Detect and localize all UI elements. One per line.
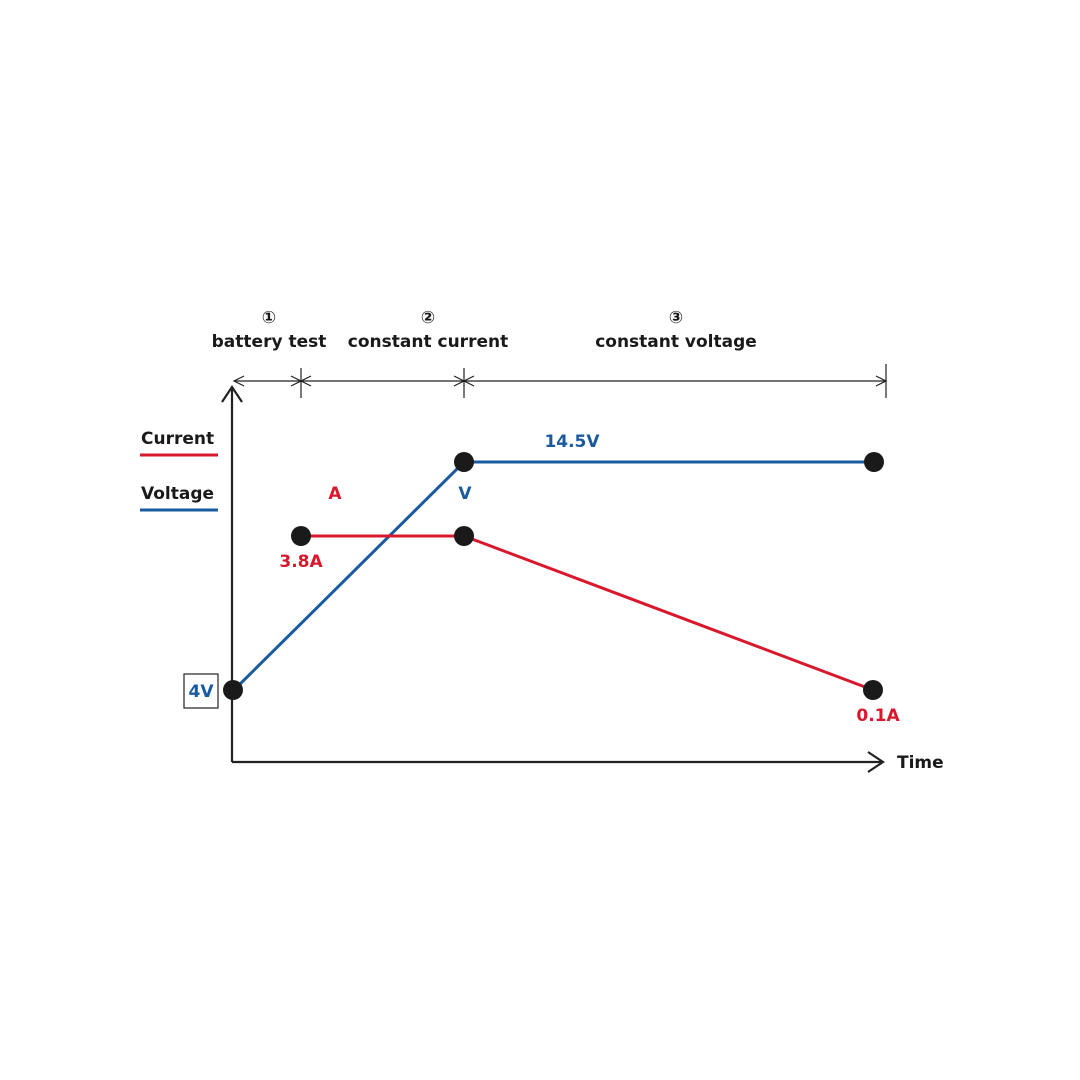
legend-label: Current <box>141 429 214 449</box>
annotation: 4V <box>189 682 215 702</box>
point <box>454 452 474 472</box>
annotation: V <box>458 484 472 504</box>
point <box>454 526 474 546</box>
point <box>223 680 243 700</box>
point <box>863 680 883 700</box>
annotation: 0.1A <box>856 706 900 726</box>
annotation: 14.5V <box>544 432 600 452</box>
points <box>223 452 884 700</box>
stage-label: constant voltage <box>595 332 757 352</box>
stage-number: ① <box>262 308 276 328</box>
point <box>291 526 311 546</box>
point <box>864 452 884 472</box>
stage-number: ③ <box>669 308 683 328</box>
legend-label: Voltage <box>141 484 214 504</box>
stage-number: ② <box>421 308 435 328</box>
label-box <box>183 673 219 709</box>
stage-label: battery test <box>212 332 327 352</box>
stage-dimension <box>232 364 888 398</box>
stage-label: constant current <box>348 332 508 352</box>
x-axis-label: Time <box>897 753 944 773</box>
annotation: 3.8A <box>279 552 323 572</box>
annotation: A <box>328 484 342 504</box>
